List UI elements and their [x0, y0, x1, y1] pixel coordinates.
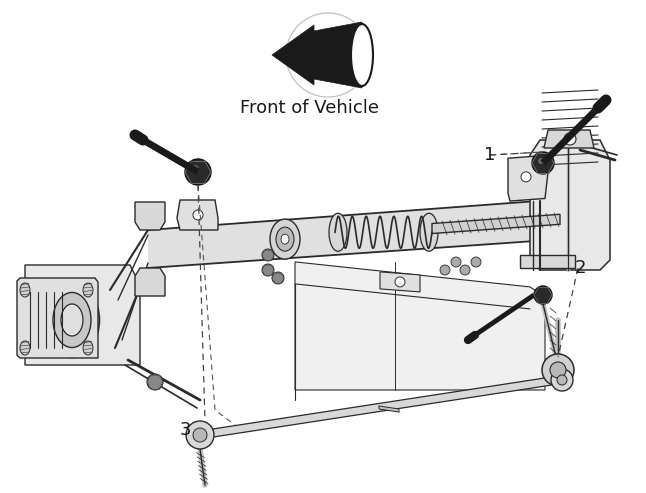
Circle shape	[185, 159, 211, 185]
Polygon shape	[135, 202, 165, 230]
Polygon shape	[295, 262, 545, 390]
Circle shape	[186, 421, 214, 449]
Ellipse shape	[281, 234, 289, 244]
Circle shape	[147, 374, 163, 390]
Polygon shape	[544, 130, 594, 148]
Ellipse shape	[420, 213, 438, 251]
Ellipse shape	[61, 304, 83, 336]
Polygon shape	[272, 25, 314, 85]
Circle shape	[564, 133, 576, 145]
Ellipse shape	[83, 283, 93, 297]
Polygon shape	[17, 278, 98, 358]
Circle shape	[460, 265, 470, 275]
Circle shape	[551, 369, 573, 391]
Ellipse shape	[20, 341, 30, 355]
Polygon shape	[200, 376, 559, 439]
Polygon shape	[148, 198, 578, 268]
Polygon shape	[530, 140, 610, 270]
Circle shape	[534, 286, 552, 304]
Circle shape	[440, 265, 450, 275]
Text: 2: 2	[574, 259, 586, 277]
Circle shape	[272, 272, 284, 284]
Ellipse shape	[83, 341, 93, 355]
Ellipse shape	[276, 227, 294, 251]
Ellipse shape	[329, 213, 347, 251]
Text: 3: 3	[179, 421, 191, 439]
Circle shape	[557, 375, 567, 385]
Circle shape	[193, 428, 207, 442]
Polygon shape	[380, 272, 420, 292]
Polygon shape	[432, 214, 560, 234]
Circle shape	[521, 172, 531, 182]
Circle shape	[550, 362, 566, 378]
Polygon shape	[508, 155, 548, 201]
Ellipse shape	[20, 283, 30, 297]
Polygon shape	[520, 255, 575, 268]
Circle shape	[471, 257, 481, 267]
Circle shape	[532, 152, 554, 174]
Ellipse shape	[45, 282, 99, 357]
Circle shape	[538, 158, 544, 164]
Polygon shape	[135, 268, 165, 296]
Text: Front of Vehicle: Front of Vehicle	[240, 99, 379, 117]
Polygon shape	[177, 200, 218, 230]
Ellipse shape	[351, 24, 373, 86]
Circle shape	[262, 249, 274, 261]
Text: 1: 1	[484, 146, 495, 164]
Polygon shape	[314, 22, 362, 88]
Circle shape	[451, 257, 461, 267]
Circle shape	[542, 354, 574, 386]
Ellipse shape	[53, 292, 91, 348]
Ellipse shape	[270, 219, 300, 259]
Circle shape	[395, 277, 405, 287]
Circle shape	[193, 210, 203, 220]
Circle shape	[262, 264, 274, 276]
Circle shape	[191, 165, 199, 173]
Polygon shape	[25, 265, 140, 365]
Polygon shape	[379, 406, 399, 412]
